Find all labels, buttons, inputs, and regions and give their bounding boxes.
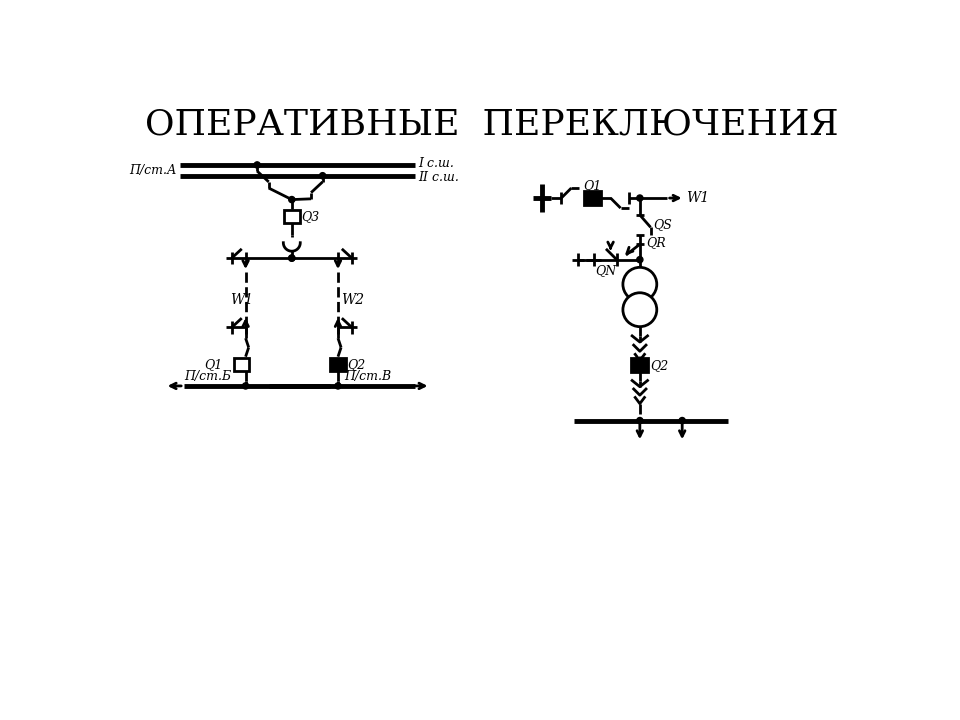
Text: П/ст.В: П/ст.В: [344, 370, 392, 383]
Circle shape: [636, 256, 643, 263]
Circle shape: [636, 418, 643, 423]
Circle shape: [320, 173, 325, 179]
Circle shape: [254, 162, 260, 168]
Circle shape: [623, 293, 657, 327]
Text: I с.ш.: I с.ш.: [418, 157, 454, 170]
Text: Q1: Q1: [204, 358, 223, 371]
Bar: [330, 359, 346, 371]
Text: П/ст.Б: П/ст.Б: [184, 370, 231, 383]
Bar: [234, 359, 250, 371]
Circle shape: [289, 197, 295, 202]
Text: QS: QS: [654, 217, 673, 230]
Circle shape: [243, 383, 249, 389]
Text: ОПЕРАТИВНЫЕ  ПЕРЕКЛЮЧЕНИЯ: ОПЕРАТИВНЫЕ ПЕРЕКЛЮЧЕНИЯ: [145, 107, 839, 141]
Text: Q2: Q2: [348, 358, 366, 371]
Circle shape: [623, 267, 657, 301]
Text: QR: QR: [646, 236, 665, 249]
Text: Q3: Q3: [301, 210, 320, 223]
Bar: [632, 359, 648, 372]
Text: П/ст.А: П/ст.А: [129, 164, 177, 177]
Text: W1: W1: [686, 191, 709, 205]
Circle shape: [335, 383, 341, 389]
Text: II с.ш.: II с.ш.: [418, 171, 459, 184]
Circle shape: [679, 418, 685, 423]
Text: Q2: Q2: [651, 359, 669, 372]
Bar: [284, 210, 300, 223]
Circle shape: [636, 195, 643, 201]
Circle shape: [289, 255, 295, 261]
Text: QN: QN: [595, 264, 616, 277]
Text: W1: W1: [230, 293, 253, 307]
Bar: [584, 191, 601, 205]
Text: Q1: Q1: [583, 179, 601, 192]
Circle shape: [289, 255, 295, 261]
Text: W2: W2: [341, 293, 364, 307]
